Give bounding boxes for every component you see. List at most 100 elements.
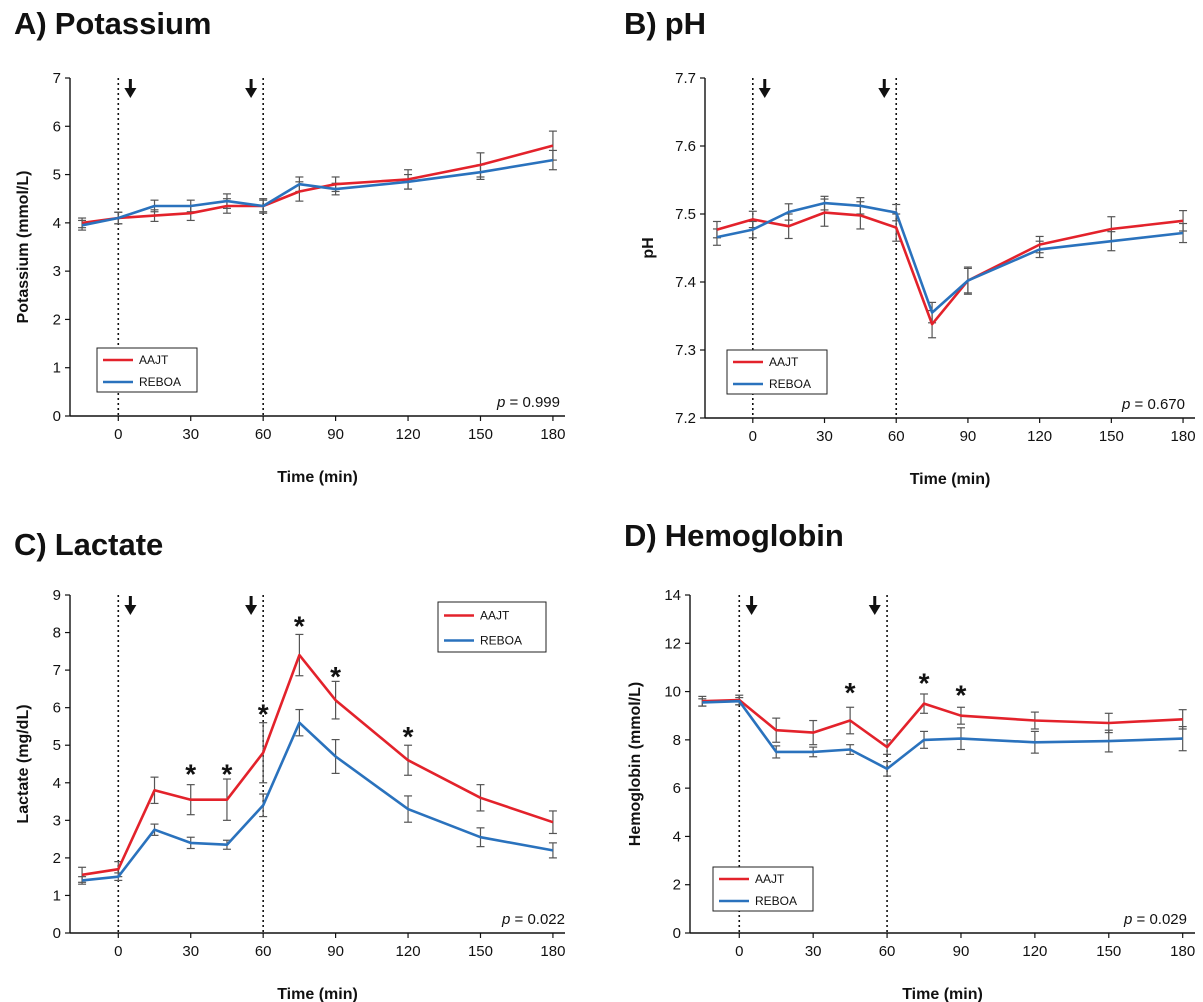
series-line-aajt <box>81 653 554 877</box>
x-tick-label: 0 <box>735 943 743 960</box>
panel-d: D) Hemoglobin 0 2 4 6 8 10 12 14 0 30 60 90 120 150 180 T… <box>624 518 1195 1002</box>
y-tick-label: 5 <box>53 737 61 754</box>
x-tick-label: 150 <box>468 426 493 443</box>
y-tick-label: 4 <box>673 828 681 845</box>
y-tick-label: 1 <box>53 360 61 377</box>
significance-star: * <box>258 699 269 730</box>
y-tick-label: 2 <box>53 850 61 867</box>
y-tick-label: 7.2 <box>675 410 696 427</box>
legend-box <box>437 601 547 653</box>
y-tick-label: 10 <box>664 684 681 701</box>
panel-label: A) <box>14 6 47 41</box>
down-arrow-icon <box>745 605 758 615</box>
x-tick-label: 30 <box>182 426 199 443</box>
x-tick-label: 60 <box>255 943 272 960</box>
significance-star: * <box>330 661 341 692</box>
y-axis-label: Hemoglobin (mmol/L) <box>627 682 644 846</box>
series-line-aajt <box>716 211 1184 326</box>
y-tick-label: 7.3 <box>675 342 696 359</box>
down-arrow-icon <box>245 88 258 98</box>
panel-title: C) Lactate <box>14 527 163 562</box>
panel-title-text: Potassium <box>55 6 212 41</box>
down-arrow-icon <box>124 605 137 615</box>
p-value-text: = 0.999 <box>505 394 560 411</box>
panel-title: B) pH <box>624 6 706 41</box>
panel-title: A) Potassium <box>14 6 212 41</box>
down-arrow-icon <box>124 88 137 98</box>
series-line-reboa <box>81 721 554 882</box>
y-tick-label: 7.7 <box>675 70 696 87</box>
x-axis-label: Time (min) <box>277 469 358 486</box>
legend-box <box>726 349 828 395</box>
series-line-reboa <box>81 158 554 227</box>
x-axis-label: Time (min) <box>902 986 983 1002</box>
x-tick-label: 90 <box>327 426 344 443</box>
y-tick-label: 8 <box>53 625 61 642</box>
x-tick-label: 180 <box>1171 428 1196 445</box>
legend-label: AAJT <box>755 872 785 886</box>
x-tick-label: 30 <box>182 943 199 960</box>
panel-label: B) <box>624 6 657 41</box>
y-tick-label: 14 <box>664 587 681 604</box>
p-symbol: p <box>1121 396 1130 413</box>
y-tick-label: 8 <box>673 732 681 749</box>
down-arrow-icon <box>878 88 891 98</box>
significance-star: * <box>919 667 930 698</box>
x-tick-label: 30 <box>805 943 822 960</box>
p-value-text: = 0.029 <box>1132 911 1187 928</box>
x-axis-label: Time (min) <box>910 471 991 488</box>
y-tick-label: 7.4 <box>675 274 696 291</box>
down-arrow-icon <box>758 88 771 98</box>
y-tick-label: 7 <box>53 662 61 679</box>
y-tick-label: 7 <box>53 70 61 87</box>
significance-star: * <box>221 759 232 790</box>
panel-title-text: pH <box>665 6 706 41</box>
x-axis-label: Time (min) <box>277 986 358 1002</box>
y-tick-label: 6 <box>53 700 61 717</box>
y-tick-label: 0 <box>673 925 681 942</box>
x-tick-label: 150 <box>468 943 493 960</box>
legend-label: REBOA <box>755 894 797 908</box>
x-tick-label: 120 <box>396 426 421 443</box>
y-tick-label: 2 <box>673 877 681 894</box>
legend-label: REBOA <box>139 375 181 389</box>
significance-star: * <box>956 679 967 710</box>
significance-star: * <box>403 721 414 752</box>
y-tick-label: 7.5 <box>675 206 696 223</box>
x-tick-label: 120 <box>1022 943 1047 960</box>
y-tick-label: 3 <box>53 263 61 280</box>
x-tick-label: 60 <box>255 426 272 443</box>
significance-star: * <box>294 610 305 641</box>
panel-title-text: Hemoglobin <box>665 518 844 553</box>
x-tick-label: 60 <box>879 943 896 960</box>
panel-label: D) <box>624 518 657 553</box>
y-tick-label: 7.6 <box>675 138 696 155</box>
legend-label: AAJT <box>769 355 799 369</box>
panel-title-text: Lactate <box>55 527 164 562</box>
x-tick-label: 120 <box>1027 428 1052 445</box>
y-tick-label: 2 <box>53 311 61 328</box>
significance-star: * <box>845 677 856 708</box>
panel-title: D) Hemoglobin <box>624 518 844 553</box>
y-tick-label: 1 <box>53 887 61 904</box>
y-axis-label: Potassium (mmol/L) <box>15 171 32 324</box>
panel-label: C) <box>14 527 47 562</box>
p-value-text: = 0.022 <box>510 911 565 928</box>
x-tick-label: 150 <box>1099 428 1124 445</box>
series-line-reboa <box>716 201 1184 314</box>
p-value-text: = 0.670 <box>1130 396 1185 413</box>
x-tick-label: 150 <box>1096 943 1121 960</box>
legend-label: REBOA <box>769 377 811 391</box>
y-tick-label: 9 <box>53 587 61 604</box>
x-tick-label: 90 <box>327 943 344 960</box>
x-tick-label: 30 <box>816 428 833 445</box>
p-value: p = 0.999 <box>496 394 560 411</box>
x-tick-label: 90 <box>953 943 970 960</box>
panel-b: B) pH7.27.37.47.57.67.70 30 60 90 120 150 180Ti… <box>624 6 1196 488</box>
legend-label: REBOA <box>480 634 522 648</box>
legend-label: AAJT <box>480 609 510 623</box>
significance-star: * <box>185 759 196 790</box>
y-tick-label: 5 <box>53 167 61 184</box>
